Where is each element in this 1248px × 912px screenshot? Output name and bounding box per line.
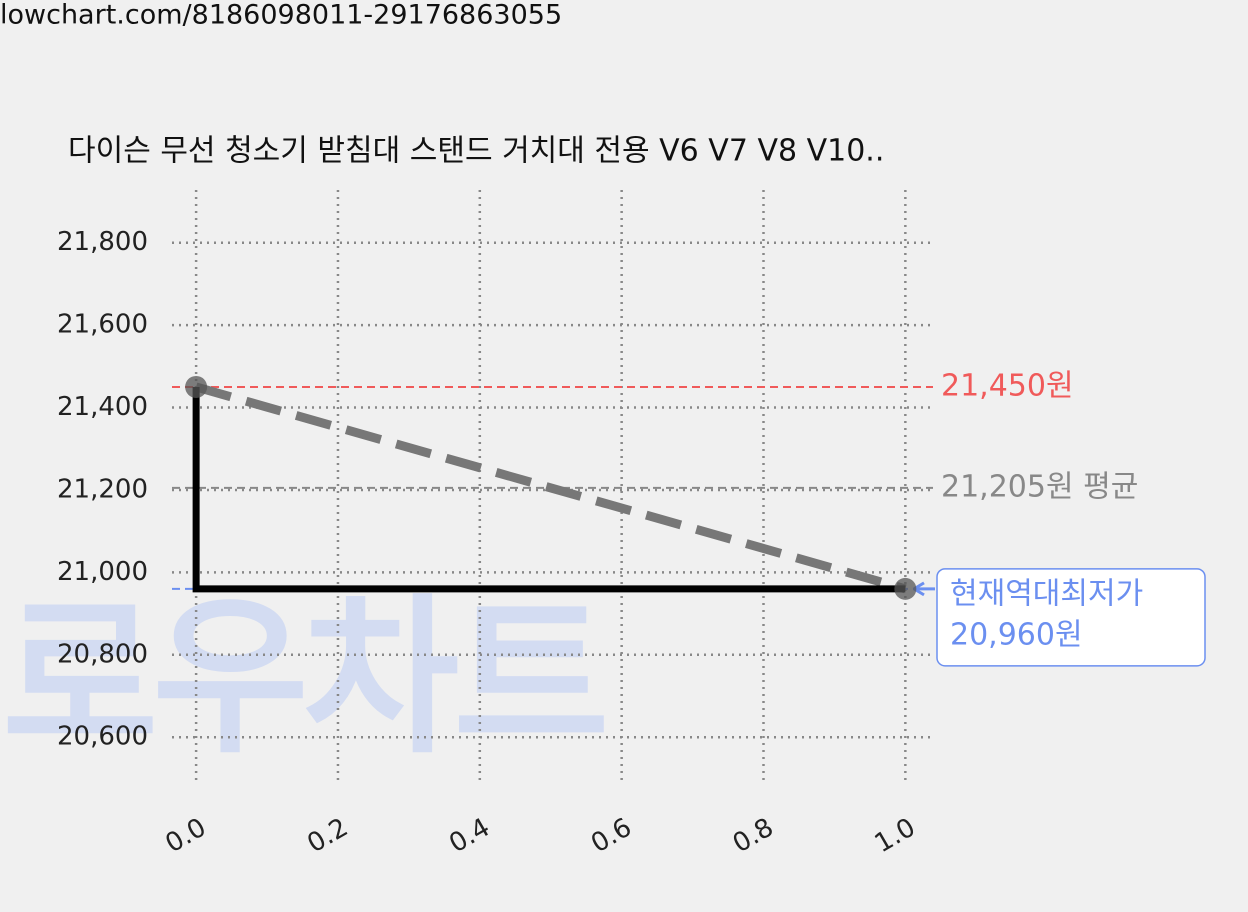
x-tick-label: 0.6 xyxy=(586,813,637,860)
watermark: 로우차트 xyxy=(2,579,604,777)
y-tick-label: 21,400 xyxy=(57,392,148,422)
y-tick-label: 20,800 xyxy=(57,639,148,669)
x-tick-label: 0.0 xyxy=(161,813,212,860)
trend-line xyxy=(194,382,907,594)
price-line xyxy=(192,386,906,593)
chart-title: 다이슨 무선 청소기 받침대 스탠드 거치대 전용 V6 V7 V8 V10.. xyxy=(68,134,884,169)
annotation-text: 20,960원 xyxy=(950,617,1083,652)
url: lowchart.com/8186098011-29176863055 xyxy=(0,0,562,31)
x-tick-label: 0.4 xyxy=(444,813,495,860)
y-tick-label: 20,600 xyxy=(57,722,148,752)
y-tick-label: 21,000 xyxy=(57,557,148,587)
reference-label: 21,450원 xyxy=(941,368,1074,403)
y-tick-label: 21,200 xyxy=(57,474,148,504)
y-tick-label: 21,800 xyxy=(57,227,148,257)
marker xyxy=(185,375,208,398)
y-tick-label: 21,600 xyxy=(57,310,148,340)
reference-label: 21,205원 평균 xyxy=(941,469,1138,504)
x-tick-label: 0.8 xyxy=(728,813,779,860)
annotation-box xyxy=(936,568,1206,667)
x-tick-label: 0.2 xyxy=(302,813,353,860)
annotation-arrow xyxy=(913,581,935,597)
marker xyxy=(894,577,917,600)
annotation-text: 현재역대최저가 xyxy=(950,576,1143,611)
x-tick-label: 1.0 xyxy=(870,813,921,860)
